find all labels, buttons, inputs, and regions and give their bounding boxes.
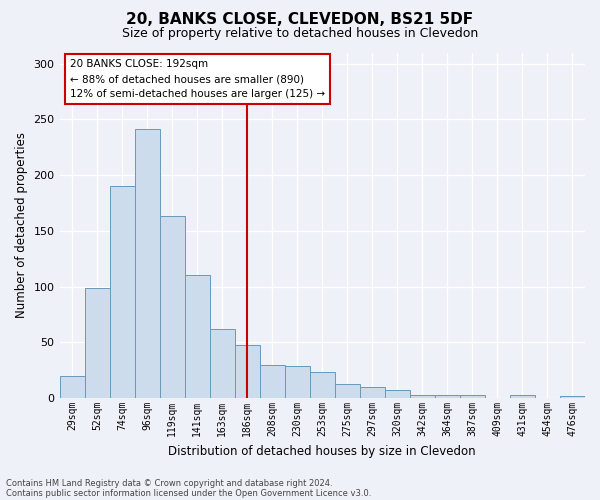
Bar xyxy=(134,130,160,398)
Text: 20 BANKS CLOSE: 192sqm
← 88% of detached houses are smaller (890)
12% of semi-de: 20 BANKS CLOSE: 192sqm ← 88% of detached… xyxy=(70,60,325,99)
Bar xyxy=(410,395,435,398)
Bar xyxy=(435,395,460,398)
Bar xyxy=(235,344,260,398)
Text: Size of property relative to detached houses in Clevedon: Size of property relative to detached ho… xyxy=(122,28,478,40)
Bar xyxy=(560,396,585,398)
Bar xyxy=(510,395,535,398)
Bar xyxy=(185,276,209,398)
Bar xyxy=(85,288,110,398)
Bar xyxy=(110,186,134,398)
Y-axis label: Number of detached properties: Number of detached properties xyxy=(15,132,28,318)
Bar xyxy=(59,376,85,398)
Bar xyxy=(360,387,385,398)
Text: Contains public sector information licensed under the Open Government Licence v3: Contains public sector information licen… xyxy=(6,488,371,498)
Text: 20, BANKS CLOSE, CLEVEDON, BS21 5DF: 20, BANKS CLOSE, CLEVEDON, BS21 5DF xyxy=(127,12,473,28)
X-axis label: Distribution of detached houses by size in Clevedon: Distribution of detached houses by size … xyxy=(169,444,476,458)
Bar xyxy=(310,372,335,398)
Bar xyxy=(385,390,410,398)
Bar xyxy=(209,329,235,398)
Bar xyxy=(285,366,310,398)
Text: Contains HM Land Registry data © Crown copyright and database right 2024.: Contains HM Land Registry data © Crown c… xyxy=(6,478,332,488)
Bar xyxy=(160,216,185,398)
Bar xyxy=(460,395,485,398)
Bar xyxy=(335,384,360,398)
Bar xyxy=(260,364,285,398)
